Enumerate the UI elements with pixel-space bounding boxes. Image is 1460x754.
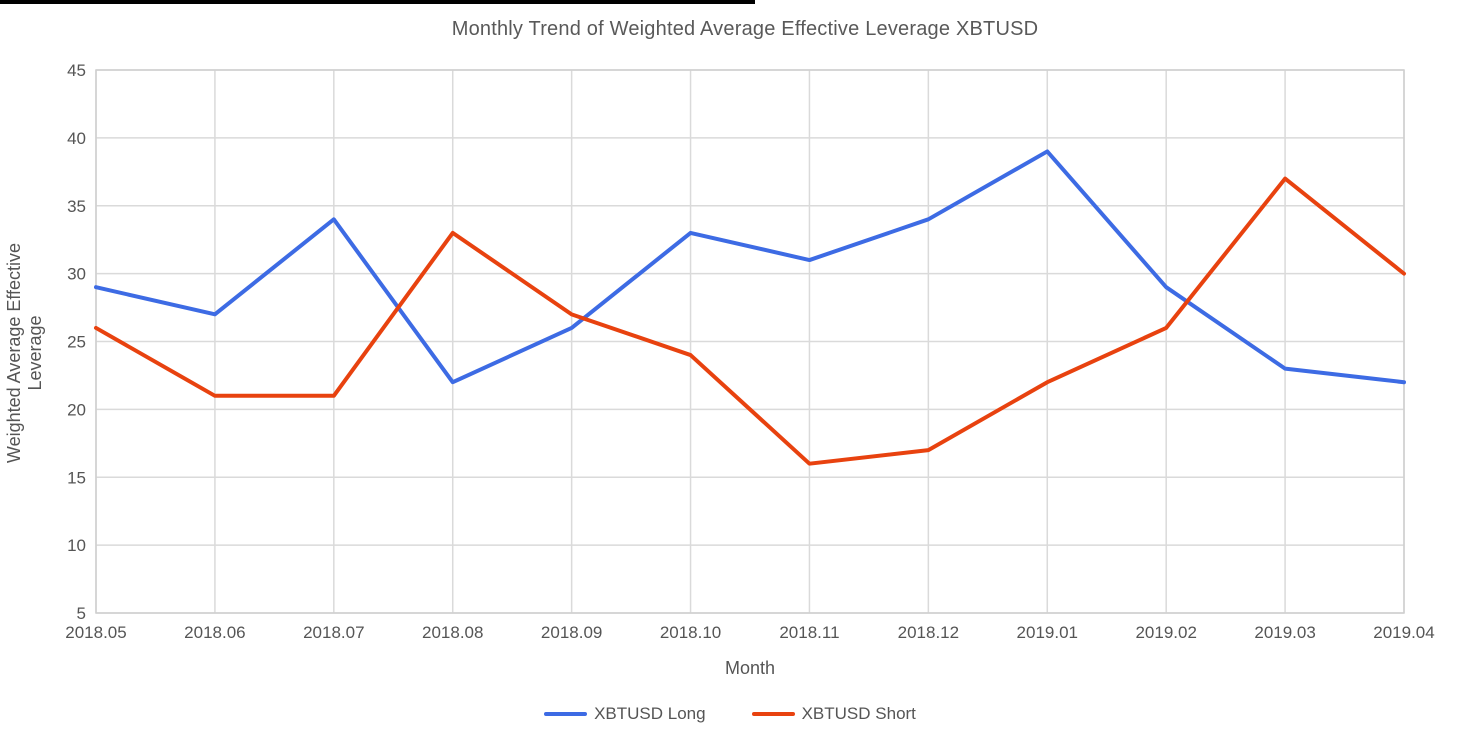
y-tick-label: 20 (67, 400, 86, 419)
x-tick-label: 2018.08 (422, 623, 483, 642)
y-tick-label: 10 (67, 536, 86, 555)
x-tick-label: 2018.06 (184, 623, 245, 642)
legend-item: XBTUSD Short (751, 704, 916, 724)
y-axis-title: Weighted Average Effective Leverage (4, 242, 45, 464)
series-line-xbtusd-long (94, 149, 1406, 385)
y-tick-label: 45 (67, 61, 86, 80)
legend: XBTUSD Long XBTUSD Short (0, 704, 1460, 724)
y-tick-label: 35 (67, 197, 86, 216)
y-tick-label: 15 (67, 468, 86, 487)
legend-item: XBTUSD Long (544, 704, 706, 724)
y-tick-label: 5 (77, 604, 86, 623)
x-tick-label: 2018.07 (303, 623, 364, 642)
x-tick-label: 2018.10 (660, 623, 721, 642)
x-tick-label: 2019.03 (1254, 623, 1315, 642)
x-tick-label: 2018.12 (898, 623, 959, 642)
axis-frame (95, 69, 1405, 614)
legend-item-label: XBTUSD Short (801, 704, 916, 723)
y-tick-label: 25 (67, 333, 86, 352)
series-line-xbtusd-short (94, 176, 1406, 466)
y-tick-label: 30 (67, 265, 86, 284)
chart-title: Monthly Trend of Weighted Average Effect… (451, 18, 1039, 40)
y-tick-label: 40 (67, 129, 86, 148)
x-axis-title: Month (724, 658, 776, 678)
legend-line-swatch (544, 712, 588, 716)
x-tick-label: 2019.02 (1135, 623, 1196, 642)
x-tick-label: 2018.05 (65, 623, 126, 642)
top-black-bar (0, 0, 755, 4)
x-tick-label: 2019.04 (1373, 623, 1434, 642)
x-tick-label: 2018.09 (541, 623, 602, 642)
legend-line-swatch (751, 712, 795, 716)
x-tick-label: 2019.01 (1017, 623, 1078, 642)
x-tick-label: 2018.11 (779, 623, 839, 642)
legend-item-label: XBTUSD Long (594, 704, 706, 723)
